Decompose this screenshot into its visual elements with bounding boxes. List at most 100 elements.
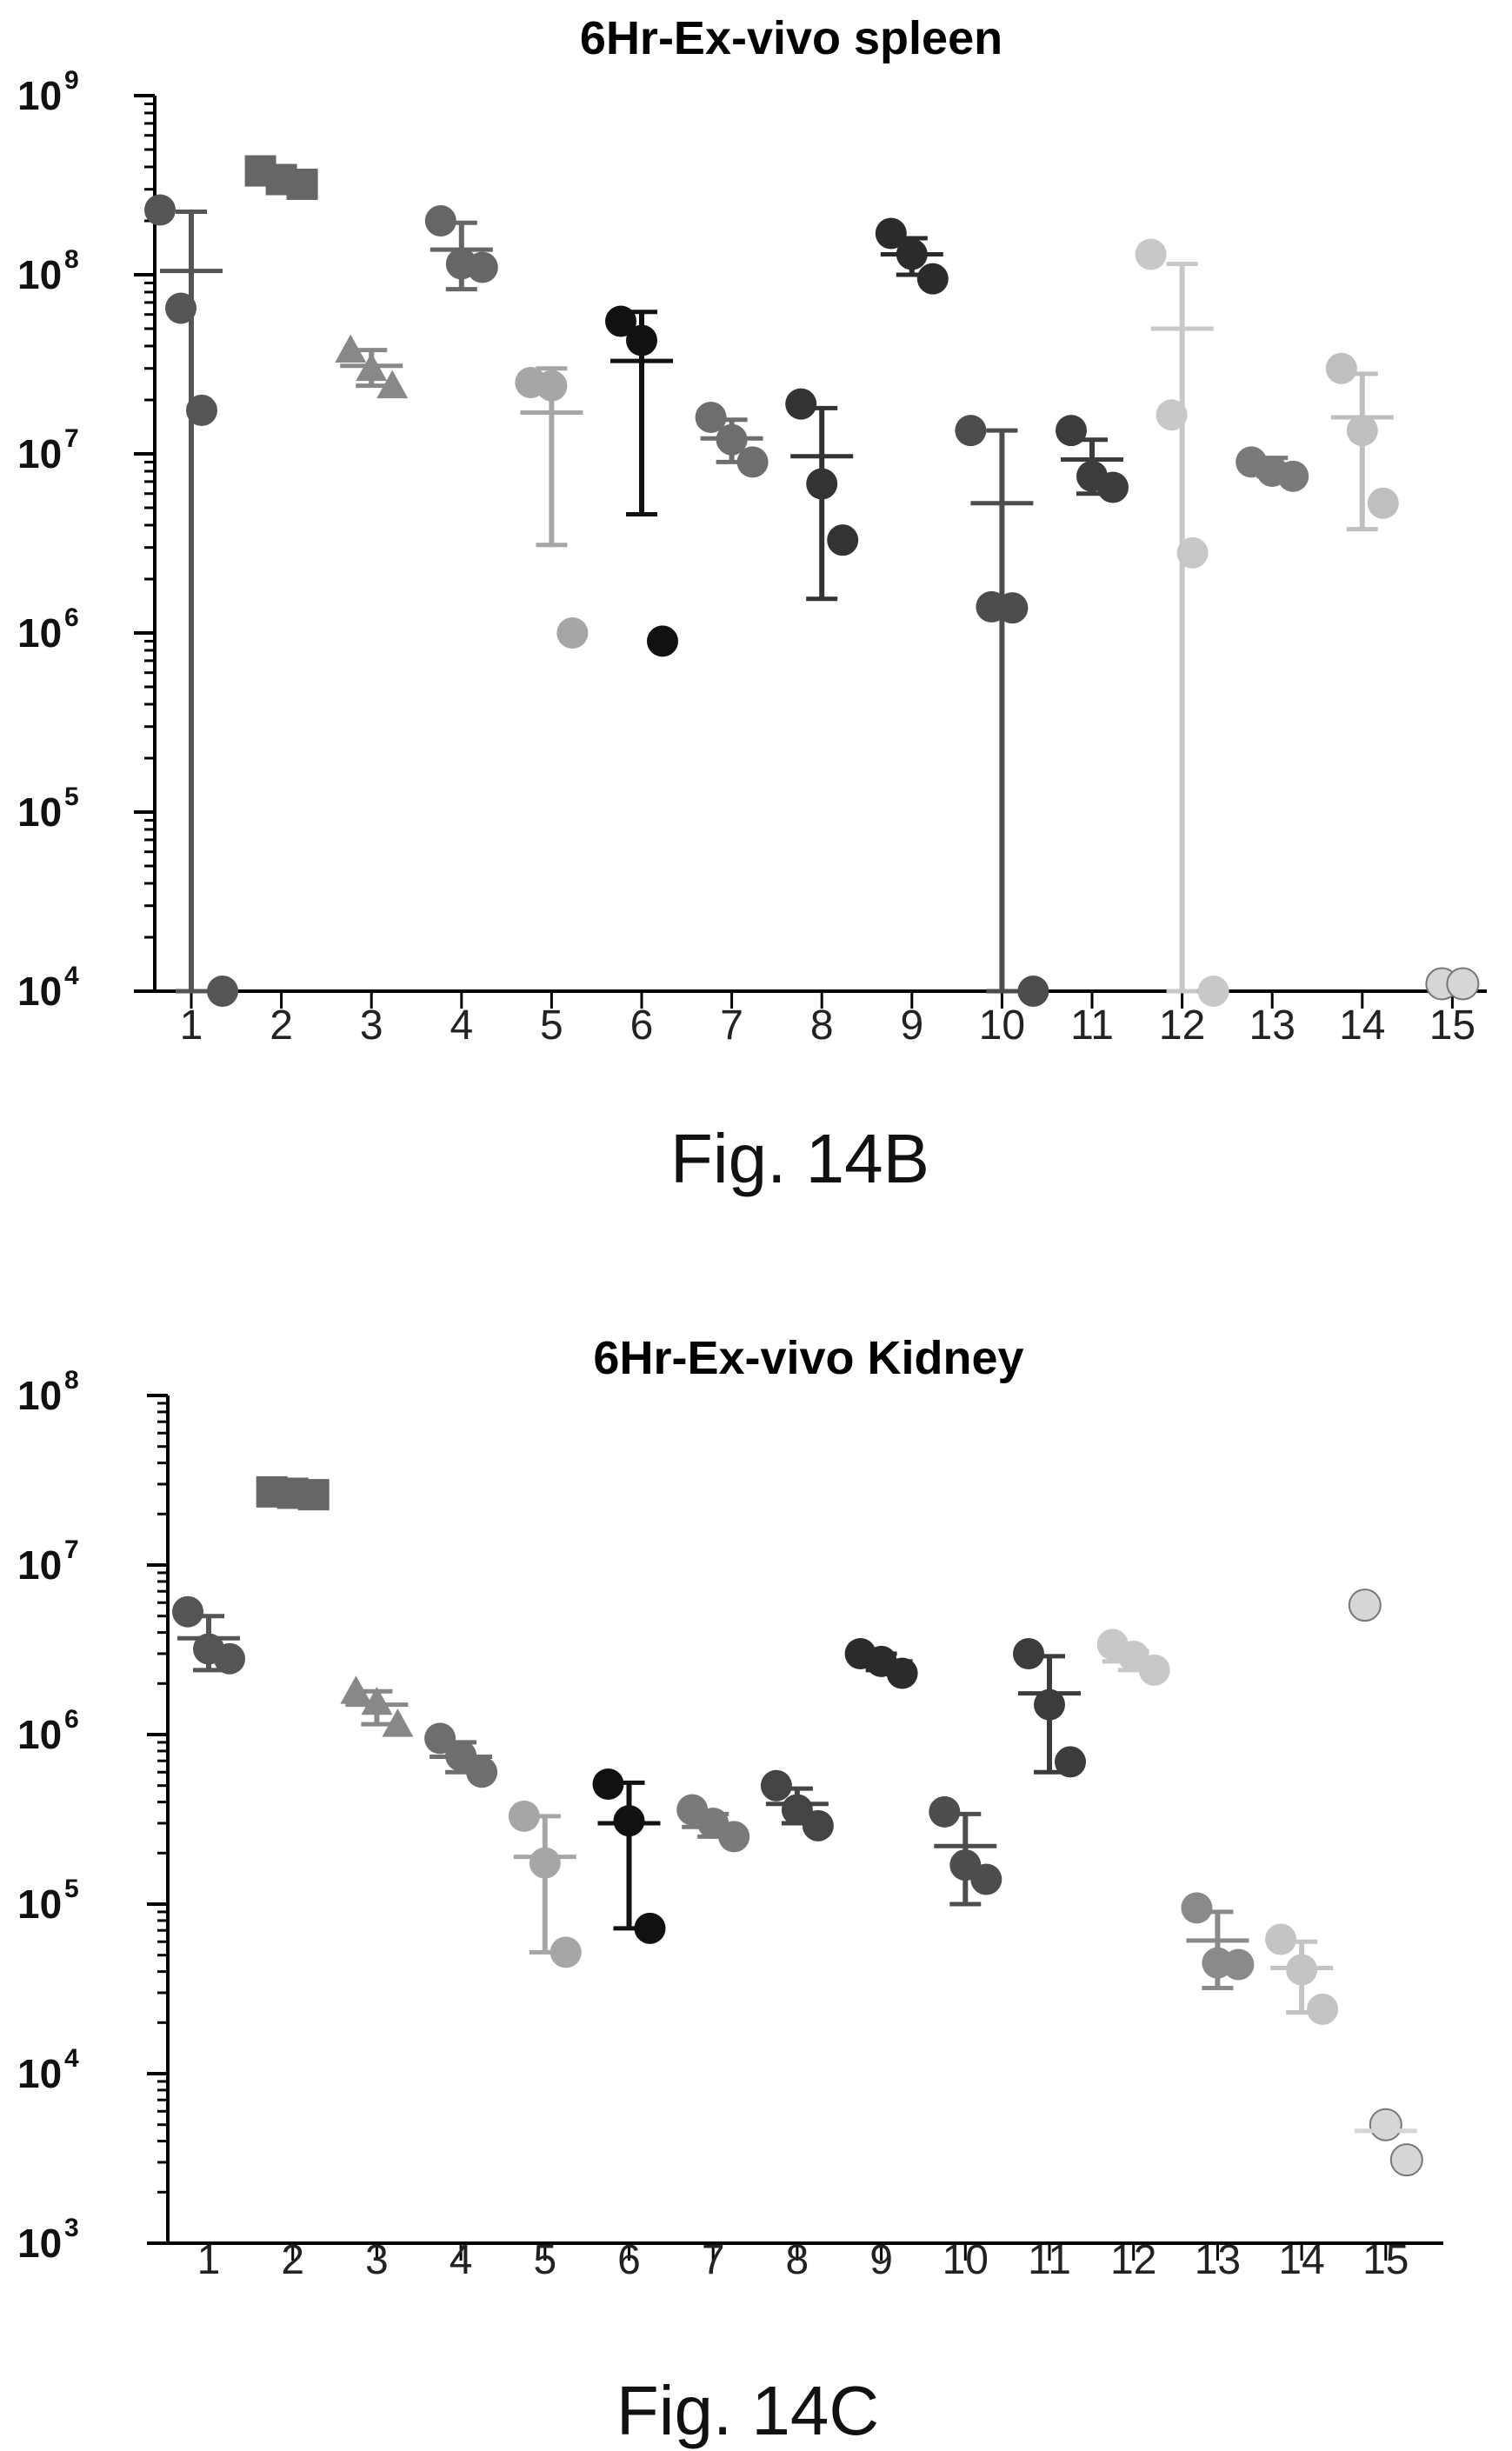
data-point: [605, 305, 636, 337]
y-tick-label: 10: [17, 2051, 62, 2096]
x-tick-label: 2: [270, 1002, 293, 1049]
data-point: [382, 1708, 414, 1737]
data-point: [929, 1795, 961, 1828]
x-tick-label: 15: [1362, 2237, 1409, 2283]
data-point: [550, 1936, 582, 1968]
data-point: [1369, 2108, 1402, 2141]
x-tick-label: 11: [1070, 1002, 1114, 1049]
y-tick-exponent: 6: [64, 1705, 79, 1734]
data-point: [916, 263, 949, 295]
data-point: [1346, 415, 1378, 447]
figure-caption: Fig. 14C: [616, 2372, 879, 2449]
data-point: [647, 625, 678, 657]
x-tick-label: 9: [900, 1002, 923, 1049]
x-tick-label: 1: [197, 2237, 221, 2283]
data-point: [1138, 1654, 1170, 1686]
data-point: [508, 1800, 540, 1832]
x-tick-label: 4: [450, 2237, 473, 2283]
data-point: [1222, 1948, 1255, 1981]
chart-title: 6Hr-Ex-vivo Kidney: [593, 1332, 1023, 1384]
x-tick-label: 5: [533, 2237, 556, 2283]
y-tick-label: 10: [17, 431, 62, 476]
figure-caption: Fig. 14B: [670, 1120, 929, 1197]
data-point: [613, 1805, 645, 1837]
data-point: [466, 1756, 498, 1788]
x-tick-label: 10: [979, 1002, 1025, 1049]
x-tick-label: 1: [180, 1002, 203, 1049]
data-point: [536, 370, 568, 402]
data-point: [1056, 415, 1087, 447]
x-tick-label: 6: [617, 2237, 641, 2283]
y-tick-exponent: 4: [64, 2044, 79, 2073]
data-point: [695, 401, 727, 433]
y-tick-exponent: 8: [64, 245, 79, 274]
data-point: [760, 1769, 792, 1802]
x-tick-label: 6: [630, 1002, 654, 1049]
y-tick-exponent: 5: [64, 783, 79, 811]
data-point: [827, 524, 859, 556]
y-tick-exponent: 5: [64, 1875, 79, 1903]
x-tick-label: 11: [1028, 2237, 1071, 2283]
data-point: [172, 1595, 203, 1628]
data-point: [1034, 1688, 1065, 1721]
x-tick-label: 10: [943, 2237, 989, 2283]
data-point: [1446, 967, 1480, 1001]
data-point: [1097, 471, 1129, 503]
data-point: [1367, 487, 1399, 519]
data-point: [806, 468, 838, 500]
data-point: [529, 1847, 561, 1879]
x-tick-label: 7: [720, 1002, 743, 1049]
data-point: [802, 1809, 834, 1842]
x-tick-label: 14: [1278, 2237, 1324, 2283]
x-tick-label: 13: [1195, 2237, 1241, 2283]
data-point: [286, 168, 318, 200]
data-point: [214, 1642, 245, 1675]
y-tick-exponent: 3: [64, 2214, 79, 2242]
data-point: [424, 204, 456, 236]
x-tick-label: 3: [360, 1002, 383, 1049]
x-tick-label: 7: [702, 2237, 725, 2283]
data-point: [1325, 352, 1357, 384]
data-point: [626, 324, 657, 356]
y-tick-label: 10: [17, 789, 62, 835]
data-point: [1013, 1637, 1044, 1669]
y-tick-exponent: 6: [64, 603, 79, 632]
y-tick-label: 10: [17, 1542, 62, 1588]
data-point: [207, 976, 238, 1007]
data-point: [996, 592, 1029, 624]
x-tick-label: 12: [1159, 1002, 1205, 1049]
data-point: [1176, 536, 1209, 569]
data-point: [1181, 1892, 1213, 1924]
data-point: [1197, 976, 1229, 1007]
y-tick-label: 10: [17, 969, 62, 1014]
x-tick-label: 13: [1249, 1002, 1296, 1049]
data-point: [1389, 2143, 1423, 2177]
x-tick-label: 15: [1429, 1002, 1475, 1049]
y-tick-label: 10: [17, 1882, 62, 1927]
x-tick-label: 3: [365, 2237, 389, 2283]
x-tick-label: 14: [1339, 1002, 1385, 1049]
data-point: [1265, 1923, 1297, 1955]
data-point: [970, 1863, 1002, 1895]
data-point: [165, 292, 196, 324]
data-point: [634, 1912, 666, 1944]
y-tick-label: 10: [17, 1712, 62, 1757]
x-tick-label: 8: [786, 2237, 809, 2283]
data-point: [875, 217, 907, 250]
x-tick-label: 8: [810, 1002, 834, 1049]
data-point: [1135, 238, 1167, 270]
data-point: [466, 251, 498, 283]
data-point: [1156, 399, 1188, 431]
data-point: [335, 334, 367, 363]
data-point: [144, 194, 176, 226]
data-point: [556, 617, 589, 649]
data-point: [186, 394, 217, 426]
y-tick-label: 10: [17, 73, 62, 118]
x-tick-label: 12: [1110, 2237, 1156, 2283]
y-tick-exponent: 4: [64, 962, 79, 990]
x-tick-label: 5: [540, 1002, 563, 1049]
chart-title: 6Hr-Ex-vivo spleen: [580, 12, 1002, 64]
